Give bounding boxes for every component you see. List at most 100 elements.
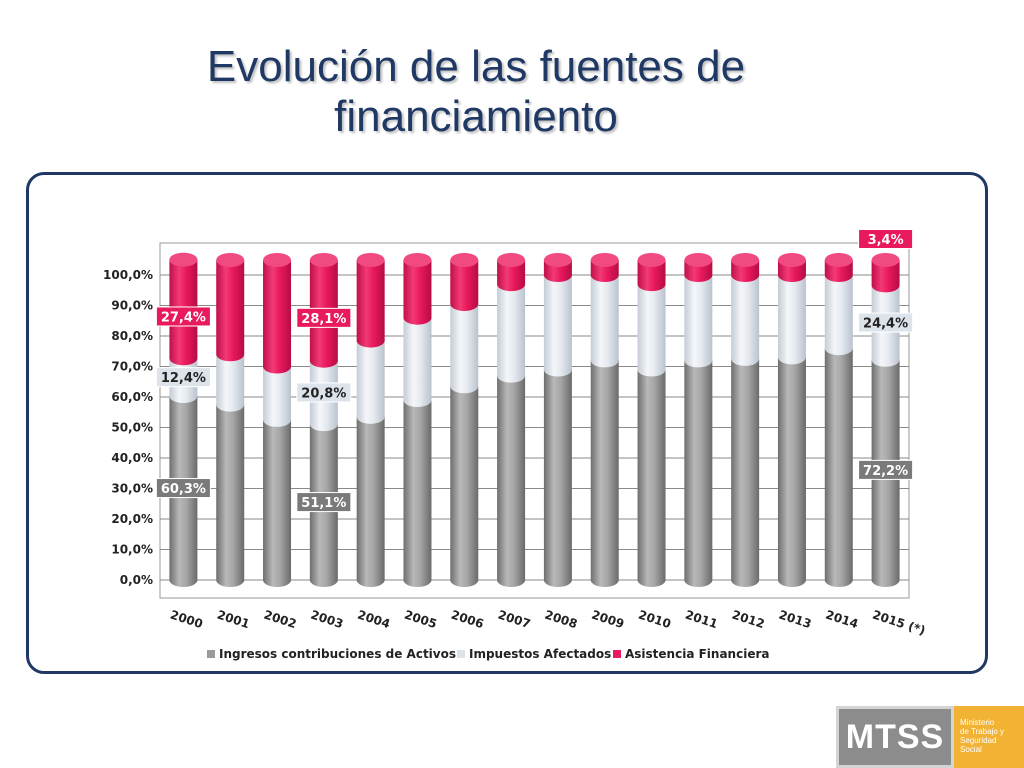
data-label: 20,8% [296,382,352,403]
bar-cap [777,253,806,267]
logo-text-line: Ministerio [960,718,995,727]
bar-segment [497,375,526,587]
data-label: 12,4% [155,367,211,388]
bar-stack [450,253,479,587]
bar-segment [543,369,572,587]
bar-cap [169,252,198,267]
x-tick-label: 2013 [777,608,813,632]
x-tick-label: 2009 [590,608,626,632]
bar-segment [637,369,666,587]
legend-swatch [457,650,465,658]
bar-segment [356,260,385,348]
bar-stack [216,253,245,587]
bar-segment [684,360,713,587]
bar-stack [731,253,760,587]
y-tick-label: 20,0% [111,512,153,526]
bar-cap [871,253,900,267]
bar-stack [403,253,432,587]
bar-stack [263,253,292,587]
y-tick-label: 90,0% [111,299,153,313]
bar-stack [169,252,198,587]
bar-cap [497,253,526,267]
logo-mark: MTSS [836,706,954,768]
bar-stack [777,253,806,587]
bar-segment [684,275,713,368]
y-tick-label: 100,0% [103,268,153,282]
data-label-box [858,229,914,249]
bar-stack [543,253,572,587]
data-label-text: 60,3% [161,482,206,497]
bar-segment [824,348,853,587]
bar-stack [871,253,900,587]
data-label-box [155,367,211,388]
bar-stack [356,253,385,587]
bar-segment [450,303,479,394]
y-tick-label: 70,0% [111,360,153,374]
data-label-text: 72,2% [863,464,908,479]
bar-segment [777,357,806,587]
logo-text: Ministerio de Trabajo y Seguridad Social [954,706,1024,768]
data-label-text: 27,4% [161,310,206,325]
data-label-text: 51,1% [301,496,346,511]
bar-segment [356,340,385,424]
bar-segment [263,419,292,587]
bar-segment [216,354,245,412]
x-tick-label: 2004 [356,608,392,632]
y-tick-label: 0,0% [120,573,153,587]
x-tick-label: 2011 [683,608,719,632]
bar-cap [824,253,853,267]
data-label: 27,4% [155,306,211,327]
bar-stack [590,253,619,587]
legend-swatch [613,650,621,658]
bar-segment [450,260,479,311]
bar-segment [216,404,245,587]
bar-segment [590,360,619,587]
bar-cap [637,253,666,267]
x-tick-label: 2015 (*) [871,608,927,638]
bar-segment [403,317,432,408]
bar-cap [684,253,713,267]
x-tick-label: 2008 [543,608,579,632]
y-tick-label: 40,0% [111,451,153,465]
x-tick-label: 2007 [496,608,532,632]
data-label: 72,2% [858,459,914,480]
legend-swatch [207,650,215,658]
y-tick-label: 10,0% [111,543,153,557]
x-tick-label: 2012 [730,608,766,632]
bar-segment [590,275,619,368]
x-tick-label: 2005 [403,608,439,632]
logo-text-line: Social [960,745,982,754]
bar-segment [497,284,526,383]
data-label: 24,4% [858,312,914,333]
data-label-text: 28,1% [301,312,346,327]
bar-segment [731,358,760,587]
bar-segment [777,275,806,365]
data-label: 51,1% [296,492,352,513]
bar-segment [356,416,385,587]
x-tick-label: 2000 [168,608,204,632]
bar-segment [731,275,760,366]
x-tick-label: 2014 [824,608,860,632]
data-label-box [858,459,914,480]
bar-stack [497,253,526,587]
data-label-text: 3,4% [868,233,904,248]
bar-segment [263,366,292,427]
logo-text-line: Seguridad [960,736,997,745]
slide-title-line-2: financiamiento [334,92,618,141]
bar-segment [543,275,572,377]
bar-cap [731,253,760,267]
x-tick-label: 2010 [637,608,673,632]
x-tick-label: 2002 [262,608,298,632]
data-label-text: 12,4% [161,371,206,386]
data-label-text: 20,8% [301,386,346,401]
bar-stack [637,253,666,587]
legend-label: Ingresos contribuciones de Activos [219,647,456,661]
bar-stack [824,253,853,587]
bar-cap [450,253,479,267]
data-label-box [155,306,211,327]
legend-label: Impuestos Afectados [469,647,611,661]
data-label-text: 24,4% [863,317,908,332]
slide-title: Evolución de las fuentes de financiamien… [0,42,952,142]
y-tick-label: 30,0% [111,482,153,496]
bar-segment [263,260,292,374]
